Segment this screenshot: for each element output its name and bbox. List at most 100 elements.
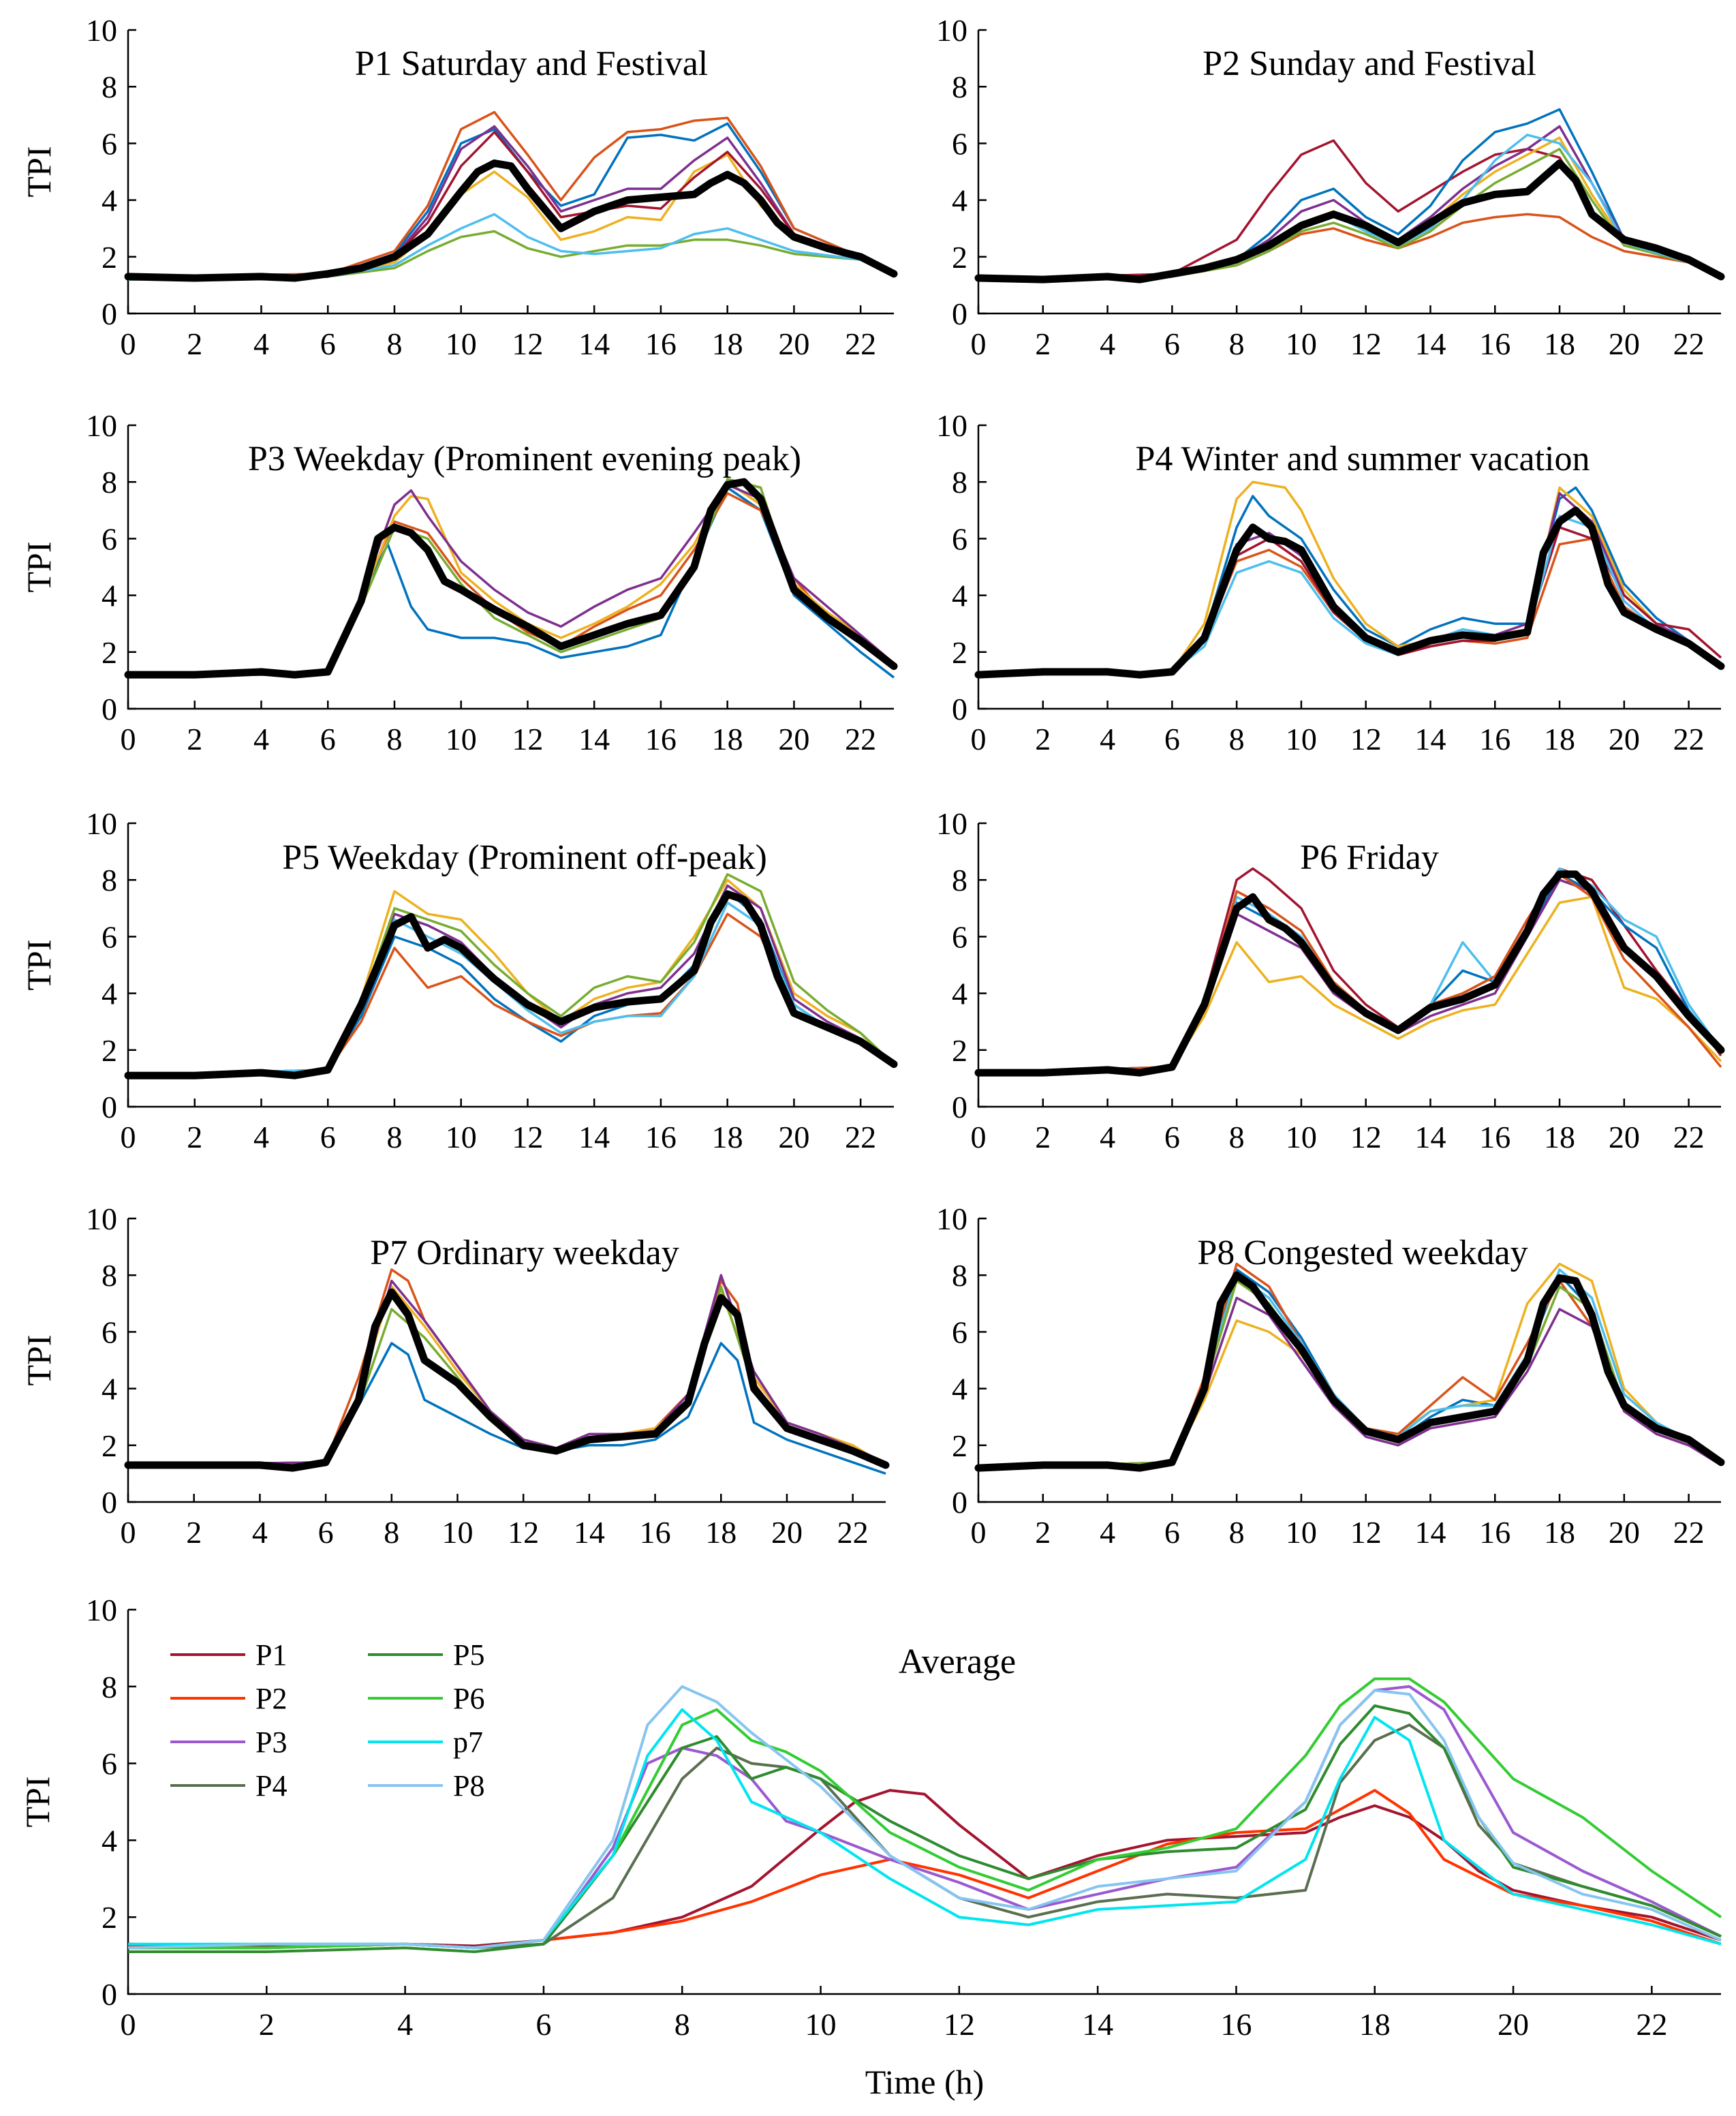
sample-line-6 <box>127 213 895 281</box>
x-tick-label: 14 <box>574 1515 605 1550</box>
x-tick-label: 20 <box>1609 1515 1640 1550</box>
x-tick-label: 6 <box>1164 326 1180 361</box>
x-tick-label: 22 <box>1636 2007 1667 2042</box>
x-tick-label: 22 <box>1673 1515 1705 1550</box>
y-tick-label: 0 <box>102 1485 117 1520</box>
sample-line-4 <box>127 125 895 281</box>
x-tick-label: 12 <box>512 1120 543 1154</box>
x-tick-label: 12 <box>1350 326 1382 361</box>
x-tick-label: 6 <box>318 1515 334 1550</box>
x-tick-label: 18 <box>705 1515 737 1550</box>
x-tick-label: 16 <box>1479 1120 1510 1154</box>
x-tick-label: 0 <box>121 326 136 361</box>
y-tick-label: 10 <box>936 806 967 841</box>
y-tick-label: 2 <box>952 1033 967 1068</box>
y-tick-label: 10 <box>86 1201 117 1236</box>
x-tick-label: 22 <box>1673 722 1705 756</box>
y-tick-label: 2 <box>952 240 967 275</box>
x-tick-label: 18 <box>1359 2007 1391 2042</box>
x-tick-label: 8 <box>386 326 402 361</box>
x-tick-label: 2 <box>187 722 202 756</box>
x-tick-label: 0 <box>971 722 987 756</box>
x-tick-label: 18 <box>1544 1120 1575 1154</box>
x-tick-label: 2 <box>1035 326 1051 361</box>
y-tick-label: 4 <box>952 1372 967 1407</box>
x-tick-label: 18 <box>1544 1515 1575 1550</box>
x-tick-label: 0 <box>121 1515 136 1550</box>
x-tick-label: 10 <box>1286 326 1317 361</box>
legend-label-p4: P4 <box>255 1769 287 1803</box>
x-tick-label: 22 <box>837 1515 869 1550</box>
x-tick-label: 14 <box>1414 1515 1446 1550</box>
subplot-3: 0 2 4 6 8 10 0 2 4 6 8 10 12 14 16 18 20 22 TPI P3 Weekday … <box>20 408 898 756</box>
subplot-6: 0 2 4 6 8 10 0 2 4 6 8 10 12 14 16 18 20 22 P6 Friday <box>936 806 1725 1154</box>
x-tick-label: 4 <box>253 722 269 756</box>
y-tick-label: 4 <box>952 183 967 218</box>
x-tick-label: 4 <box>397 2007 413 2042</box>
x-tick-label: 0 <box>971 326 987 361</box>
y-axis-label: TPI <box>20 147 58 198</box>
x-tick-label: 4 <box>1100 1515 1115 1550</box>
x-tick-label: 18 <box>1544 326 1575 361</box>
y-tick-label: 2 <box>952 1428 967 1463</box>
y-tick-label: 10 <box>936 1201 967 1236</box>
x-tick-label: 16 <box>1479 1515 1510 1550</box>
mean-line <box>974 870 1725 1077</box>
x-tick-label: 6 <box>1164 1515 1180 1550</box>
x-tick-label: 10 <box>1286 722 1317 756</box>
sample-line-5 <box>127 230 895 281</box>
x-tick-label: 12 <box>512 326 543 361</box>
x-tick-label: 2 <box>186 1515 202 1550</box>
y-tick-label: 8 <box>102 70 117 104</box>
subplot-8: 0 2 4 6 8 10 0 2 4 6 8 10 12 14 16 18 20 22 P8 Congested w… <box>936 1201 1725 1550</box>
x-tick-label: 14 <box>578 326 610 361</box>
mean-line <box>124 478 898 679</box>
subplot-title: P3 Weekday (Prominent evening peak) <box>248 440 801 478</box>
subplot-title: P1 Saturday and Festival <box>355 44 709 83</box>
x-tick-label: 20 <box>778 722 809 756</box>
x-tick-label: 10 <box>446 722 477 756</box>
x-tick-label: 4 <box>252 1515 268 1550</box>
y-tick-label: 4 <box>102 977 117 1011</box>
legend-label-p8: P8 <box>453 1769 484 1803</box>
mean-line <box>974 1271 1725 1472</box>
x-axis-label: Time (h) <box>865 2063 985 2101</box>
x-tick-label: 14 <box>578 722 610 756</box>
x-tick-label: 20 <box>1609 1120 1640 1154</box>
subplot-title: P8 Congested weekday <box>1197 1233 1528 1272</box>
x-tick-label: 6 <box>320 1120 336 1154</box>
x-tick-label: 14 <box>1414 722 1446 756</box>
legend-label-p3: P3 <box>255 1726 287 1759</box>
x-tick-label: 2 <box>1035 722 1051 756</box>
x-tick-label: 6 <box>1164 1120 1180 1154</box>
x-tick-label: 12 <box>512 722 543 756</box>
legend-label-p5: P5 <box>453 1638 484 1672</box>
x-tick-label: 2 <box>1035 1120 1051 1154</box>
x-tick-label: 8 <box>386 722 402 756</box>
subplot-title: Average <box>899 1642 1016 1681</box>
legend-label-p1: P1 <box>255 1638 287 1672</box>
subplot-title: P4 Winter and summer vacation <box>1135 440 1590 478</box>
x-tick-label: 14 <box>1082 2007 1113 2042</box>
x-tick-label: 20 <box>1498 2007 1529 2042</box>
x-tick-label: 16 <box>1479 722 1510 756</box>
sample-line-1 <box>128 1342 886 1475</box>
y-tick-label: 0 <box>102 1090 117 1124</box>
y-tick-label: 8 <box>952 1258 967 1293</box>
x-tick-label: 8 <box>386 1120 402 1154</box>
x-tick-label: 10 <box>1286 1515 1317 1550</box>
y-tick-label: 10 <box>936 408 967 443</box>
y-tick-label: 10 <box>936 13 967 48</box>
x-tick-label: 14 <box>1414 326 1446 361</box>
y-tick-label: 8 <box>952 70 967 104</box>
x-tick-label: 16 <box>645 326 677 361</box>
y-tick-label: 0 <box>952 692 967 726</box>
subplot-7: 0 2 4 6 8 10 0 2 4 6 8 10 12 14 16 18 20 22 TPI P7 Ordinary… <box>20 1201 890 1550</box>
series-line-p8 <box>127 1685 1722 1950</box>
x-tick-label: 18 <box>1544 722 1575 756</box>
x-tick-label: 20 <box>771 1515 803 1550</box>
y-tick-label: 6 <box>102 1747 117 1781</box>
subplot-4: 0 2 4 6 8 10 0 2 4 6 8 10 12 14 16 18 20 22 P4 Winter and … <box>936 408 1725 756</box>
mean-line <box>974 506 1725 679</box>
sample-line-4 <box>127 483 895 676</box>
